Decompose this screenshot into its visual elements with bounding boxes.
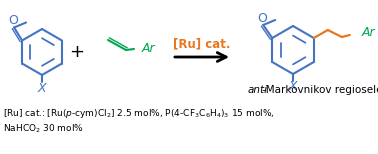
- Text: O: O: [8, 14, 18, 27]
- Text: anti: anti: [248, 85, 268, 95]
- Text: Ar: Ar: [142, 43, 156, 55]
- Text: -Markovnikov regioselectivity: -Markovnikov regioselectivity: [262, 85, 378, 95]
- Text: [Ru] cat.: [Ru] cat.: [173, 38, 231, 51]
- Text: Ar: Ar: [362, 26, 375, 38]
- Text: X: X: [38, 81, 46, 95]
- Text: NaHCO$_2$ 30 mol%: NaHCO$_2$ 30 mol%: [3, 123, 84, 135]
- Text: X: X: [289, 81, 297, 93]
- Text: +: +: [70, 43, 85, 61]
- Text: O: O: [257, 12, 267, 24]
- Text: [Ru] cat.: [Ru($p$-cym)Cl$_2$] 2.5 mol%, P(4-CF$_3$C$_6$H$_4$)$_3$ 15 mol%,: [Ru] cat.: [Ru($p$-cym)Cl$_2$] 2.5 mol%,…: [3, 107, 274, 120]
